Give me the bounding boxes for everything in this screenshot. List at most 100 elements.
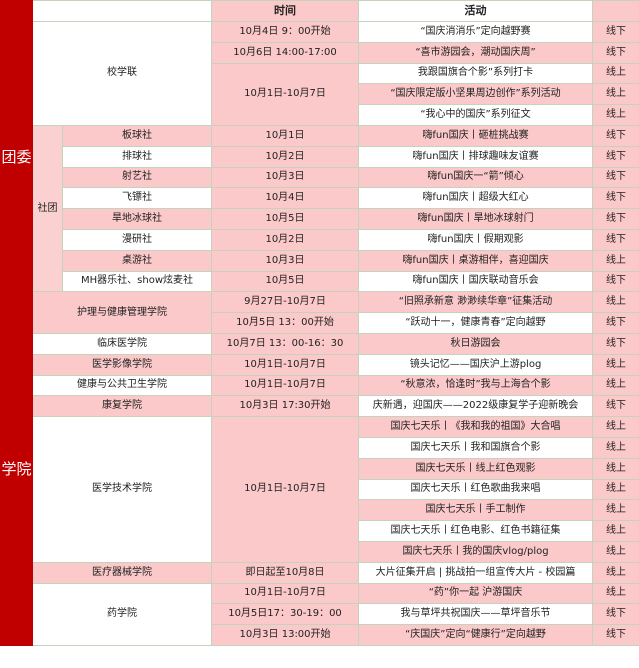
table-row: 射艺社 10月3日 嗨fun国庆一“箭”倾心 线下 (1, 166, 639, 189)
table-row: MH器乐社、show炫麦社 10月5日 嗨fun国庆丨国庆联动音乐会 线下 (1, 270, 639, 293)
table-row: “国庆限定版小坚果周边创作”系列活动 线上 (1, 83, 639, 106)
mode-cell: 线下 (592, 270, 639, 293)
unit-name: 桌游社 (62, 249, 212, 272)
unit-name: 护理与健康管理学院 (32, 291, 212, 334)
mode-cell: 线上 (592, 561, 639, 584)
time-cell: 10月1日-10月7日 (211, 582, 359, 605)
mode-cell: 线下 (592, 228, 639, 251)
activity-cell: “旧照承新意 渺渺续华章”征集活动 (358, 291, 593, 314)
table-row: 健康与公共卫生学院 10月1日-10月7日 “秋意浓，恰逢时”我与上海合个影 线上 (1, 374, 639, 397)
table-row: 漫研社 10月2日 嗨fun国庆丨假期观影 线下 (1, 228, 639, 251)
activity-cell: 我跟国旗合个影”系列打卡 (358, 62, 593, 85)
table-row: 国庆七天乐丨手工制作 线上 (1, 499, 639, 522)
activity-cell: 庆新遇，迎国庆——2022级康复学子迎新晚会 (358, 395, 593, 418)
time-cell: 10月4日 (211, 187, 359, 210)
activity-cell: 嗨fun国庆丨排球趣味友谊赛 (358, 145, 593, 168)
activity-cell: 国庆七天乐丨线上红色观影 (358, 457, 593, 480)
table-row: 医学影像学院 10月1日-10月7日 镜头记忆——国庆沪上游plog 线上 (1, 353, 639, 376)
table-body: 时间 活动 团委 校学联 10月4日 9：00开始 “国庆消消乐”定向越野赛 线下 10月… (0, 0, 639, 646)
unit-name: 医疗器械学院 (32, 561, 212, 584)
unit-name: 药学院 (32, 582, 212, 646)
activity-cell: 嗨fun国庆丨砸桩挑战赛 (358, 124, 593, 147)
table-row: 国庆七天乐丨红色电影、红色书籍征集 线上 (1, 520, 639, 542)
activity-cell: 嗨fun国庆丨旱地冰球射门 (358, 208, 593, 230)
time-cell: 10月1日-10月7日 (211, 374, 359, 397)
header-corner (0, 0, 33, 22)
table-row: 旱地冰球社 10月5日 嗨fun国庆丨旱地冰球射门 线下 (1, 208, 639, 230)
unit-name: 健康与公共卫生学院 (32, 374, 212, 397)
unit-name: 排球社 (62, 145, 212, 168)
section-label: 学院 (0, 291, 33, 646)
time-cell: 9月27日-10月7日 (211, 291, 359, 314)
table-row: 国庆七天乐丨我的国庆vlog/plog 线上 (1, 540, 639, 563)
activity-cell: 镜头记忆——国庆沪上游plog (358, 353, 593, 376)
mode-cell: 线上 (592, 540, 639, 563)
time-cell: 10月5日 (211, 208, 359, 230)
category-label: 社团 (32, 124, 63, 293)
mode-cell: 线上 (592, 520, 639, 542)
header-time: 时间 (211, 0, 359, 22)
time-cell: 10月3日 (211, 166, 359, 189)
activity-cell: 秋日游园会 (358, 332, 593, 355)
activity-cell: 嗨fun国庆丨桌游相伴，喜迎国庆 (358, 249, 593, 272)
activity-cell: 嗨fun国庆一“箭”倾心 (358, 166, 593, 189)
activity-cell: “我心中的国庆”系列征文 (358, 104, 593, 126)
header-activity: 活动 (358, 0, 593, 22)
table-row: 10月3日 13:00开始 “庆国庆”定向“健康行”定向越野 线下 (1, 624, 639, 646)
table-row: 医疗器械学院 即日起至10月8日 大片征集开启 | 挑战拍一组宣传大片 - 校园篇线… (1, 561, 639, 584)
mode-cell: 线上 (592, 291, 639, 314)
unit-name: 校学联 (32, 21, 212, 126)
table-row: 10月1日-10月7日 我跟国旗合个影”系列打卡 线上 (1, 62, 639, 126)
time-cell: 10月2日 (211, 228, 359, 251)
mode-cell: 线下 (592, 624, 639, 646)
header-mode (592, 0, 639, 22)
activity-cell: “喜市游园会，潮动国庆周” (358, 41, 593, 64)
mode-cell: 线上 (592, 457, 639, 480)
time-cell: 10月2日 (211, 145, 359, 168)
mode-cell: 线下 (592, 124, 639, 147)
activity-schedule-table: 时间 活动 团委 校学联 10月4日 9：00开始 “国庆消消乐”定向越野赛 线下 10月… (0, 0, 639, 646)
mode-cell: 线上 (592, 416, 639, 438)
time-cell: 10月3日 13:00开始 (211, 624, 359, 646)
table-row: 临床医学院 10月7日 13：00-16：30 秋日游园会 线下 (1, 332, 639, 355)
table-row: 国庆七天乐丨线上红色观影 线上 (1, 457, 639, 480)
mode-cell: 线上 (592, 249, 639, 272)
activity-cell: 国庆七天乐丨红色歌曲我来唱 (358, 478, 593, 501)
unit-name: 板球社 (62, 124, 212, 147)
activity-cell: 国庆七天乐丨我的国庆vlog/plog (358, 540, 593, 563)
time-cell: 10月1日-10月7日 (211, 62, 359, 126)
activity-cell: 大片征集开启 | 挑战拍一组宣传大片 - 校园篇 (358, 561, 593, 584)
table-row: 医学技术学院 10月1日-10月7日 国庆七天乐丨《我和我的祖国》大合唱 线上 (1, 416, 639, 563)
mode-cell: 线下 (592, 187, 639, 210)
time-cell: 10月5日17：30-19：00 (211, 603, 359, 626)
unit-name: 漫研社 (62, 228, 212, 251)
table-row: 药学院 10月1日-10月7日 “药”你一起 沪游国庆 线上 (1, 582, 639, 646)
mode-cell: 线上 (592, 353, 639, 376)
activity-cell: 国庆七天乐丨我和国旗合个影 (358, 436, 593, 459)
activity-cell: 嗨fun国庆丨假期观影 (358, 228, 593, 251)
table-row: 飞镖社 10月4日 嗨fun国庆丨超级大红心 线下 (1, 187, 639, 210)
section-label: 团委 (0, 20, 33, 293)
table-row: 学院 护理与健康管理学院 9月27日-10月7日 “旧照承新意 渺渺续华章”征集活动线… (0, 291, 639, 646)
unit-name: 旱地冰球社 (62, 208, 212, 230)
time-cell: 10月5日 13：00开始 (211, 312, 359, 334)
activity-cell: “国庆限定版小坚果周边创作”系列活动 (358, 83, 593, 106)
time-cell: 10月1日-10月7日 (211, 416, 359, 563)
mode-cell: 线上 (592, 62, 639, 85)
mode-cell: 线下 (592, 332, 639, 355)
table-row: 10月5日17：30-19：00 我与草坪共祝国庆——草坪音乐节 线下 (1, 603, 639, 626)
header-row: 时间 活动 (0, 0, 639, 22)
mode-cell: 线下 (592, 166, 639, 189)
unit-name: 射艺社 (62, 166, 212, 189)
activity-cell: 我与草坪共祝国庆——草坪音乐节 (358, 603, 593, 626)
activity-cell: “药”你一起 沪游国庆 (358, 582, 593, 605)
table-row: “我心中的国庆”系列征文 线上 (1, 104, 639, 126)
activity-cell: 嗨fun国庆丨国庆联动音乐会 (358, 270, 593, 293)
activity-cell: “跃动十一，健康青春”定向越野 (358, 312, 593, 334)
activity-cell: 国庆七天乐丨手工制作 (358, 499, 593, 522)
unit-name: 医学影像学院 (32, 353, 212, 376)
activity-cell: 国庆七天乐丨红色电影、红色书籍征集 (358, 520, 593, 542)
time-cell: 即日起至10月8日 (211, 561, 359, 584)
time-cell: 10月4日 9：00开始 (211, 21, 359, 43)
time-cell: 10月1日 (211, 124, 359, 147)
